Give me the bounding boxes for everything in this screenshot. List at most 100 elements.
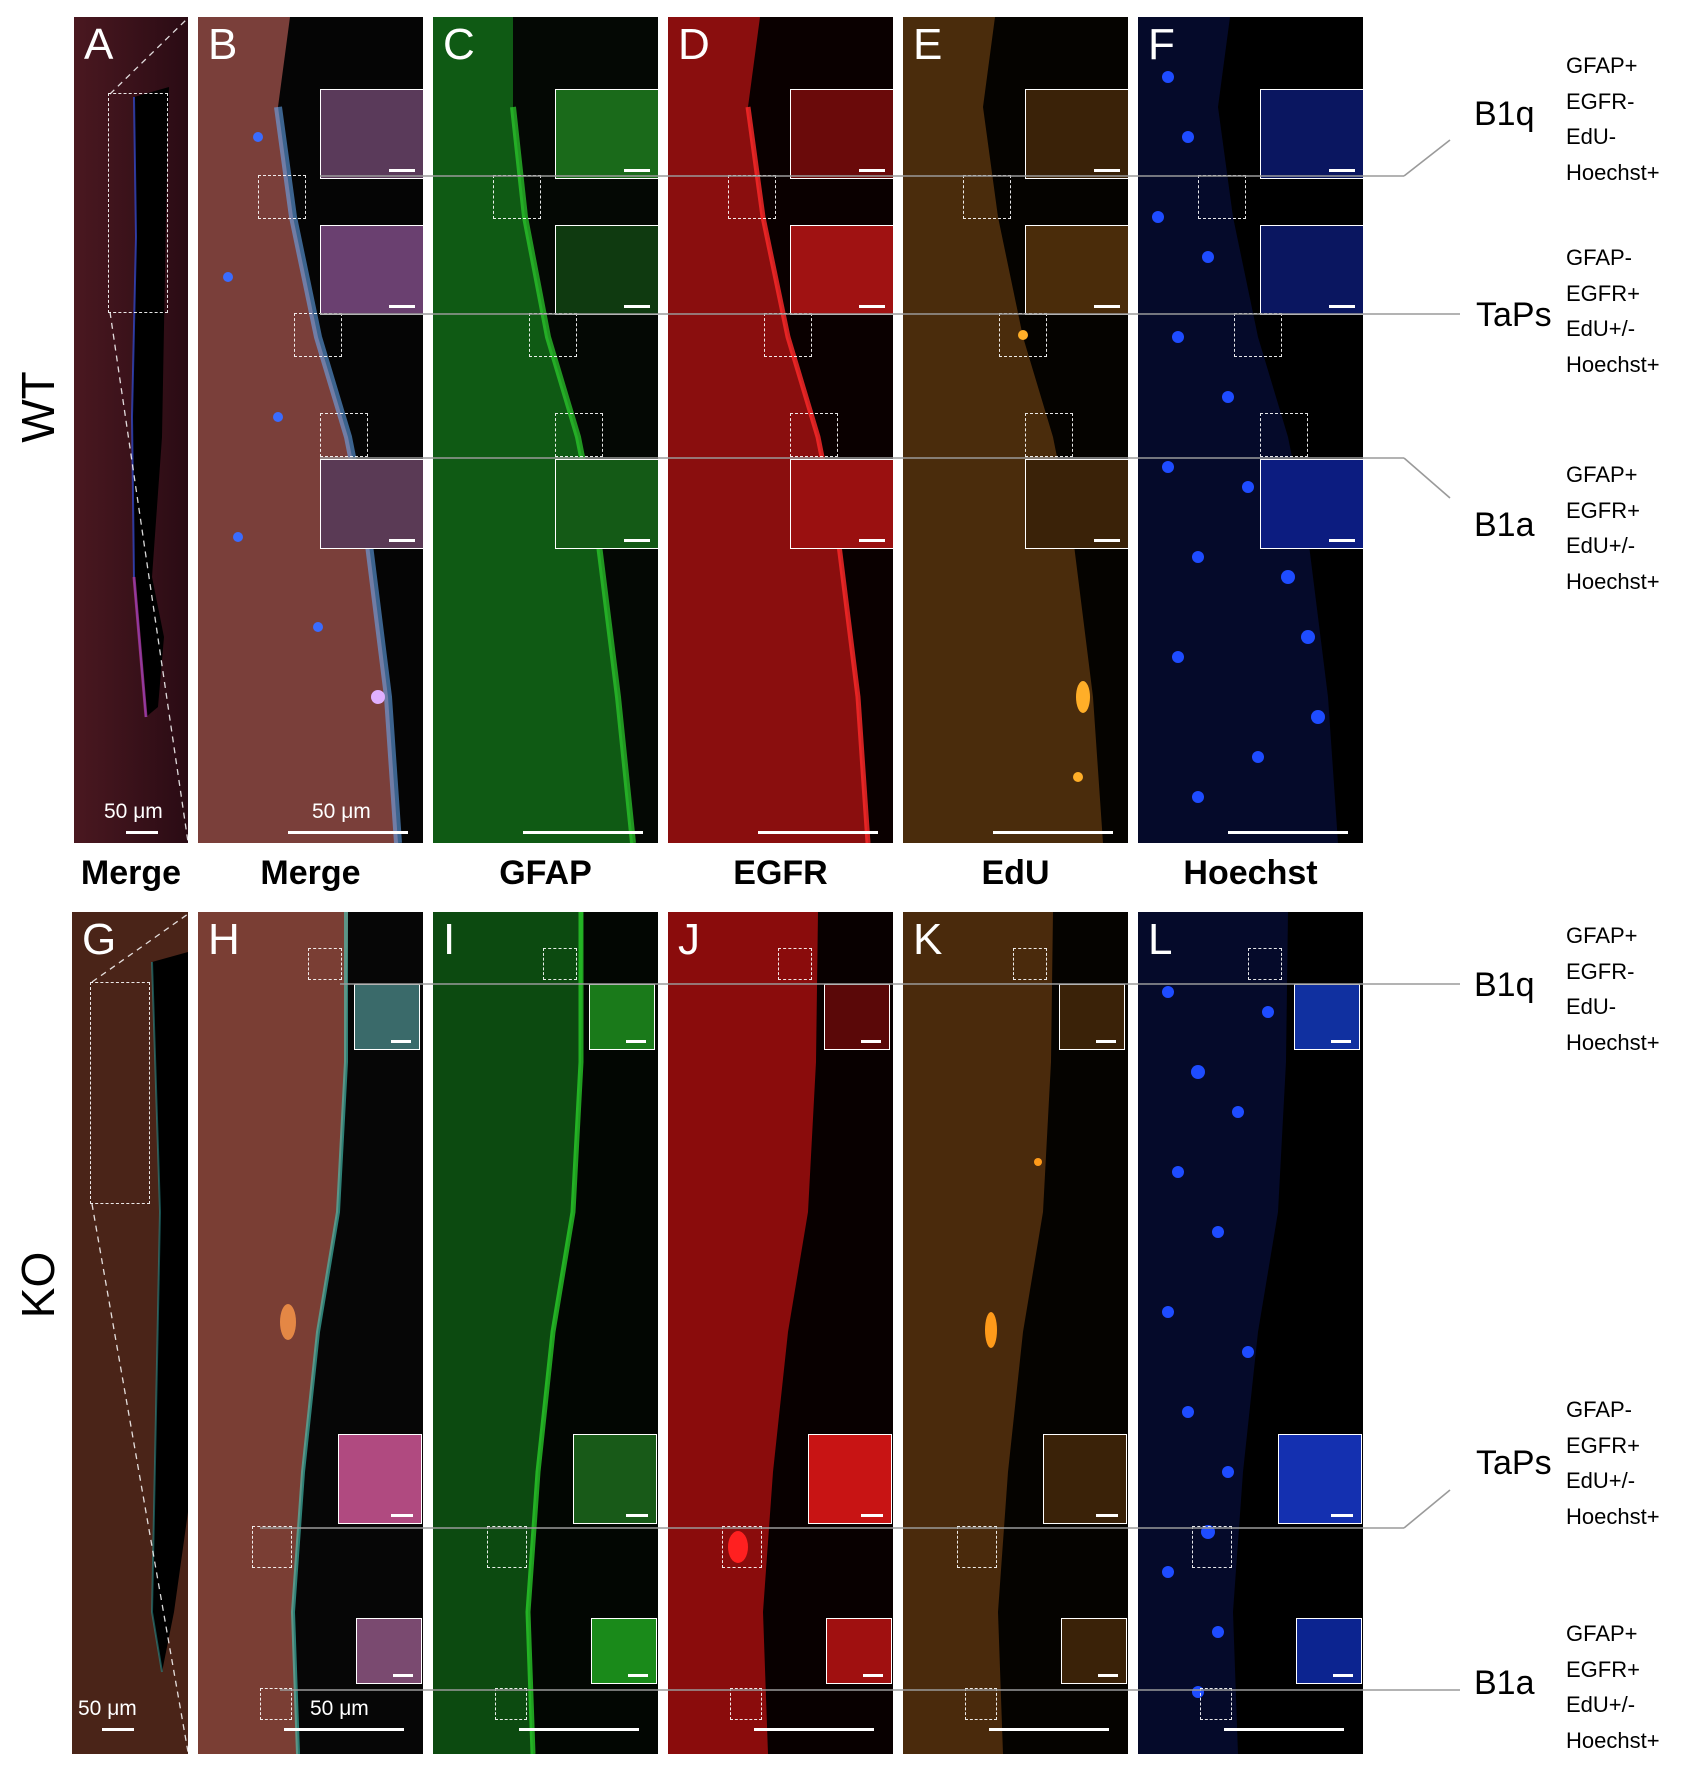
wt-celltype-b1a: B1a	[1474, 506, 1535, 544]
panel-e-inset-taps	[1025, 225, 1128, 315]
inset-scale-bar	[1094, 169, 1120, 172]
inset-scale-bar	[1333, 1674, 1353, 1677]
panel-k-inset-b1a	[1061, 1618, 1127, 1684]
panel-b-merge: B 50 μm	[198, 17, 423, 843]
scale-bar-k	[989, 1728, 1109, 1731]
inset-scale-bar	[861, 1040, 881, 1043]
panel-label-a: A	[84, 20, 114, 69]
panel-label-e: E	[913, 20, 943, 69]
panel-f-inset-taps	[1260, 225, 1363, 315]
marker: Hoechst+	[1566, 568, 1660, 594]
inset-scale-bar	[859, 539, 885, 542]
inset-scale-bar	[393, 1674, 413, 1677]
panel-j-image	[668, 912, 893, 1754]
marker: EdU+/-	[1566, 1468, 1636, 1493]
marker: EdU-	[1566, 124, 1617, 149]
panel-c-roi-b1q	[493, 175, 541, 219]
marker: GFAP+	[1566, 462, 1638, 487]
panel-e-roi-b1q	[963, 175, 1011, 219]
wt-celltype-taps: TaPs	[1476, 296, 1552, 334]
panel-j-roi-b1q	[778, 948, 812, 980]
panel-i-roi-b1a	[495, 1688, 527, 1720]
ko-celltype-b1q: B1q	[1474, 966, 1535, 1004]
inset-scale-bar	[391, 1040, 411, 1043]
scale-bar-c	[523, 831, 643, 834]
panel-label-d: D	[678, 20, 710, 69]
scale-label-h: 50 μm	[310, 1697, 369, 1720]
inset-scale-bar	[624, 169, 650, 172]
column-label-hoechst: Hoechst	[1183, 854, 1318, 892]
panel-label-f: F	[1148, 20, 1175, 69]
inset-scale-bar	[859, 169, 885, 172]
panel-j-inset-b1a	[826, 1618, 892, 1684]
panel-j-inset-taps	[808, 1434, 892, 1524]
panel-label-i: I	[443, 915, 456, 964]
marker: EGFR+	[1566, 1432, 1640, 1458]
panel-h-merge: H 50 μm	[198, 912, 423, 1754]
scale-bar-f	[1228, 831, 1348, 834]
column-label-merge-overview: Merge	[80, 854, 182, 892]
marker: EdU+/-	[1566, 1692, 1636, 1717]
panel-c-roi-taps	[529, 313, 577, 357]
wt-markers-b1a: GFAP+ EGFR+ EdU+/- Hoechst+	[1566, 457, 1660, 599]
ko-markers-b1q: GFAP+ EGFR- EdU- Hoechst+	[1566, 918, 1660, 1060]
scale-bar-j	[754, 1728, 874, 1731]
panel-d-roi-b1a	[790, 413, 838, 457]
panel-k-inset-taps	[1043, 1434, 1127, 1524]
inset-scale-bar	[624, 539, 650, 542]
panel-h-image	[198, 912, 423, 1754]
panel-h-roi-b1q	[308, 948, 342, 980]
inset-scale-bar	[1094, 305, 1120, 308]
panel-d-image	[668, 17, 893, 843]
panel-c-image	[433, 17, 658, 843]
inset-scale-bar	[391, 1514, 413, 1517]
inset-scale-bar	[1096, 1040, 1116, 1043]
ko-celltype-taps: TaPs	[1476, 1444, 1552, 1482]
inset-scale-bar	[626, 1514, 648, 1517]
panel-b-roi-b1q	[258, 175, 306, 219]
inset-scale-bar	[863, 1674, 883, 1677]
inset-scale-bar	[624, 305, 650, 308]
scale-label-a: 50 μm	[104, 800, 163, 823]
scale-bar-h	[284, 1728, 404, 1731]
panel-a-overview-merge: A 50 μm	[74, 17, 188, 843]
panel-j-roi-b1a	[730, 1688, 762, 1720]
inset-scale-bar	[389, 539, 415, 542]
row-label-ko: KO	[12, 1251, 64, 1319]
panel-e-roi-b1a	[1025, 413, 1073, 457]
scale-bar-b	[288, 831, 408, 834]
wt-markers-taps: GFAP- EGFR+ EdU+/- Hoechst+	[1566, 240, 1660, 382]
column-label-merge: Merge	[260, 854, 361, 892]
panel-j-egfr: J	[668, 912, 893, 1754]
ko-celltype-b1a: B1a	[1474, 1664, 1535, 1702]
panel-k-image	[903, 912, 1128, 1754]
ko-markers-taps: GFAP- EGFR+ EdU+/- Hoechst+	[1566, 1392, 1660, 1534]
panel-i-inset-taps	[573, 1434, 657, 1524]
panel-d-roi-b1q	[728, 175, 776, 219]
scale-bar-i	[519, 1728, 639, 1731]
inset-scale-bar	[1331, 1514, 1353, 1517]
panel-k-inset-b1q	[1059, 984, 1125, 1050]
panel-j-inset-b1q	[824, 984, 890, 1050]
marker: Hoechst+	[1566, 1727, 1660, 1753]
inset-scale-bar	[1098, 1674, 1118, 1677]
inset-scale-bar	[1329, 169, 1355, 172]
column-label-gfap: GFAP	[499, 854, 592, 892]
panel-b-roi-taps	[294, 313, 342, 357]
marker: EGFR+	[1566, 497, 1640, 523]
panel-h-inset-taps	[338, 1434, 422, 1524]
scale-bar-l	[1224, 1728, 1344, 1731]
panel-l-inset-b1q	[1294, 984, 1360, 1050]
marker: GFAP+	[1566, 53, 1638, 78]
marker: GFAP-	[1566, 1397, 1633, 1422]
panel-g-zoom-region	[90, 982, 150, 1204]
panel-c-inset-b1a	[555, 459, 658, 549]
panel-h-roi-b1a	[260, 1688, 292, 1720]
panel-i-inset-b1q	[589, 984, 655, 1050]
panel-l-roi-taps	[1192, 1526, 1232, 1568]
inset-scale-bar	[626, 1040, 646, 1043]
panel-i-inset-b1a	[591, 1618, 657, 1684]
marker: EGFR-	[1566, 88, 1635, 114]
marker: GFAP+	[1566, 1621, 1638, 1646]
marker: EGFR+	[1566, 1656, 1640, 1682]
